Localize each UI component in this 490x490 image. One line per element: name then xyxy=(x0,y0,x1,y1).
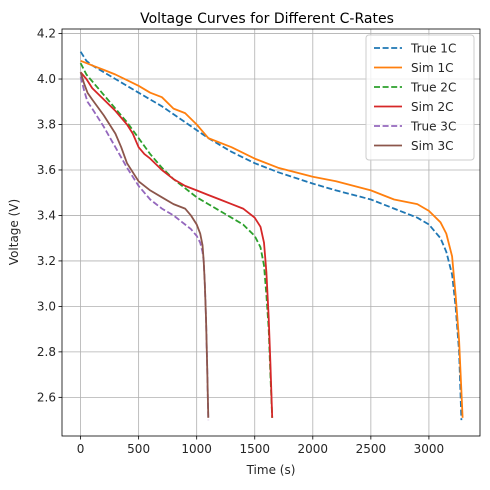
y-tick-label: 3.4 xyxy=(37,208,56,222)
legend-label: Sim 2C xyxy=(411,100,453,114)
y-tick-label: 3.2 xyxy=(37,254,56,268)
series-line xyxy=(80,59,464,418)
legend-label: True 3C xyxy=(410,120,456,134)
x-tick-label: 0 xyxy=(77,442,85,456)
x-tick-label: 3000 xyxy=(414,442,445,456)
y-tick-label: 2.6 xyxy=(37,390,56,404)
y-tick-label: 3.0 xyxy=(37,299,56,313)
y-tick-label: 3.6 xyxy=(37,163,56,177)
y-tick-label: 4.0 xyxy=(37,72,56,86)
legend-label: Sim 1C xyxy=(411,61,453,75)
x-tick-label: 2000 xyxy=(298,442,329,456)
legend: True 1C Sim 1C True 2C Sim 2C True 3C Sim 3C xyxy=(365,34,475,161)
legend-label: True 2C xyxy=(410,81,456,95)
chart-title: Voltage Curves for Different C-Rates xyxy=(140,11,394,27)
x-axis-label: Time (s) xyxy=(246,463,296,477)
x-tick-label: 1500 xyxy=(239,442,270,456)
series-lines xyxy=(79,51,464,421)
plot-frame xyxy=(61,28,481,437)
series-line xyxy=(79,51,463,421)
series-line xyxy=(79,71,210,418)
y-tick-label: 3.8 xyxy=(37,117,56,131)
y-tick-label: 2.8 xyxy=(37,345,56,359)
axis-ticks: 0 500 1000 1500 2000 2500 3000 2.6 2.8 3.0 3.2 3.4 3… xyxy=(37,27,444,456)
x-tick-label: 2500 xyxy=(356,442,387,456)
legend-box xyxy=(365,34,475,161)
x-tick-label: 500 xyxy=(127,442,150,456)
y-tick-label: 4.2 xyxy=(37,27,56,41)
legend-label: True 1C xyxy=(410,42,456,56)
legend-label: Sim 3C xyxy=(411,139,453,153)
series-line xyxy=(79,76,210,421)
x-tick-label: 1000 xyxy=(181,442,212,456)
y-axis-label: Voltage (V) xyxy=(7,199,21,265)
series-line xyxy=(79,71,274,418)
